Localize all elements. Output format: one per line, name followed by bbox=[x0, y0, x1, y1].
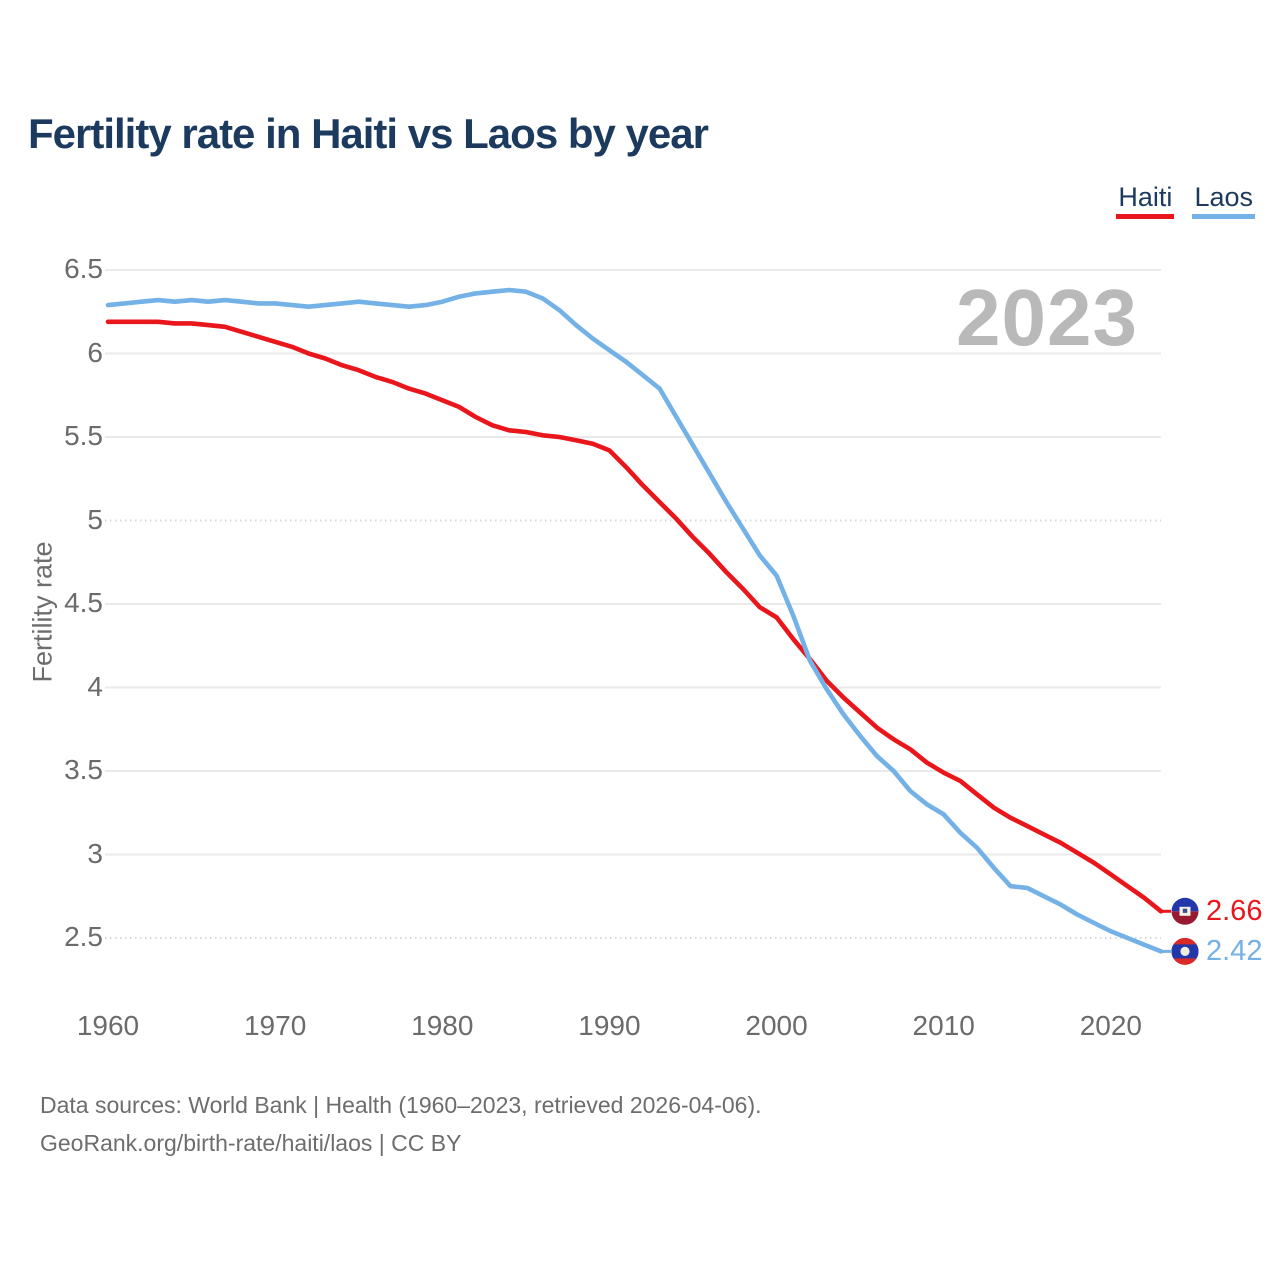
y-tick-label-3: 3 bbox=[87, 837, 103, 869]
x-tick-label-1960: 1960 bbox=[76, 1010, 140, 1041]
series-line-laos bbox=[105, 287, 1164, 954]
endpoint-value-haiti: 2.66 bbox=[1206, 895, 1263, 928]
y-tick-label-5: 5 bbox=[87, 503, 103, 535]
x-tick-label-1970: 1970 bbox=[243, 1010, 307, 1041]
y-tick-label-5.5: 5.5 bbox=[64, 420, 103, 451]
footer-attribution: GeoRank.org/birth-rate/haiti/laos | CC B… bbox=[40, 1130, 462, 1156]
legend-color-bar-laos bbox=[1192, 214, 1255, 219]
y-tick-label-3.5: 3.5 bbox=[64, 754, 103, 785]
series-line-haiti bbox=[105, 319, 1164, 914]
y-tick-label-4.5: 4.5 bbox=[64, 587, 103, 618]
legend-color-bar-haiti bbox=[1116, 214, 1175, 219]
y-tick-label-4: 4 bbox=[87, 670, 103, 702]
legend-label-laos: Laos bbox=[1194, 182, 1253, 212]
x-tick-label-2000: 2000 bbox=[745, 1010, 808, 1041]
x-tick-label-1990: 1990 bbox=[578, 1010, 641, 1041]
x-tick-label-2010: 2010 bbox=[912, 1010, 975, 1041]
legend-label-haiti: Haiti bbox=[1118, 182, 1173, 212]
y-axis-title: Fertility rate bbox=[27, 541, 58, 683]
y-tick-label-6: 6 bbox=[87, 336, 103, 368]
legend: Haiti Laos bbox=[1116, 184, 1255, 219]
y-tick-label-6.5: 6.5 bbox=[64, 253, 103, 284]
endpoint-value-laos: 2.42 bbox=[1206, 935, 1263, 968]
legend-item-laos[interactable]: Laos bbox=[1192, 184, 1255, 219]
haiti-flag-icon bbox=[1171, 897, 1199, 925]
watermark-year: 2023 bbox=[956, 273, 1138, 362]
footer-data-sources: Data sources: World Bank | Health (1960–… bbox=[40, 1092, 762, 1118]
footer: Data sources: World Bank | Health (1960–… bbox=[40, 1086, 762, 1162]
legend-item-haiti[interactable]: Haiti bbox=[1116, 182, 1175, 219]
x-tick-label-2020: 2020 bbox=[1079, 1010, 1142, 1041]
page-title: Fertility rate in Haiti vs Laos by year bbox=[28, 110, 709, 157]
laos-flag-icon bbox=[1171, 937, 1199, 965]
y-tick-label-2.5: 2.5 bbox=[64, 921, 103, 952]
x-tick-label-1980: 1980 bbox=[411, 1010, 474, 1041]
